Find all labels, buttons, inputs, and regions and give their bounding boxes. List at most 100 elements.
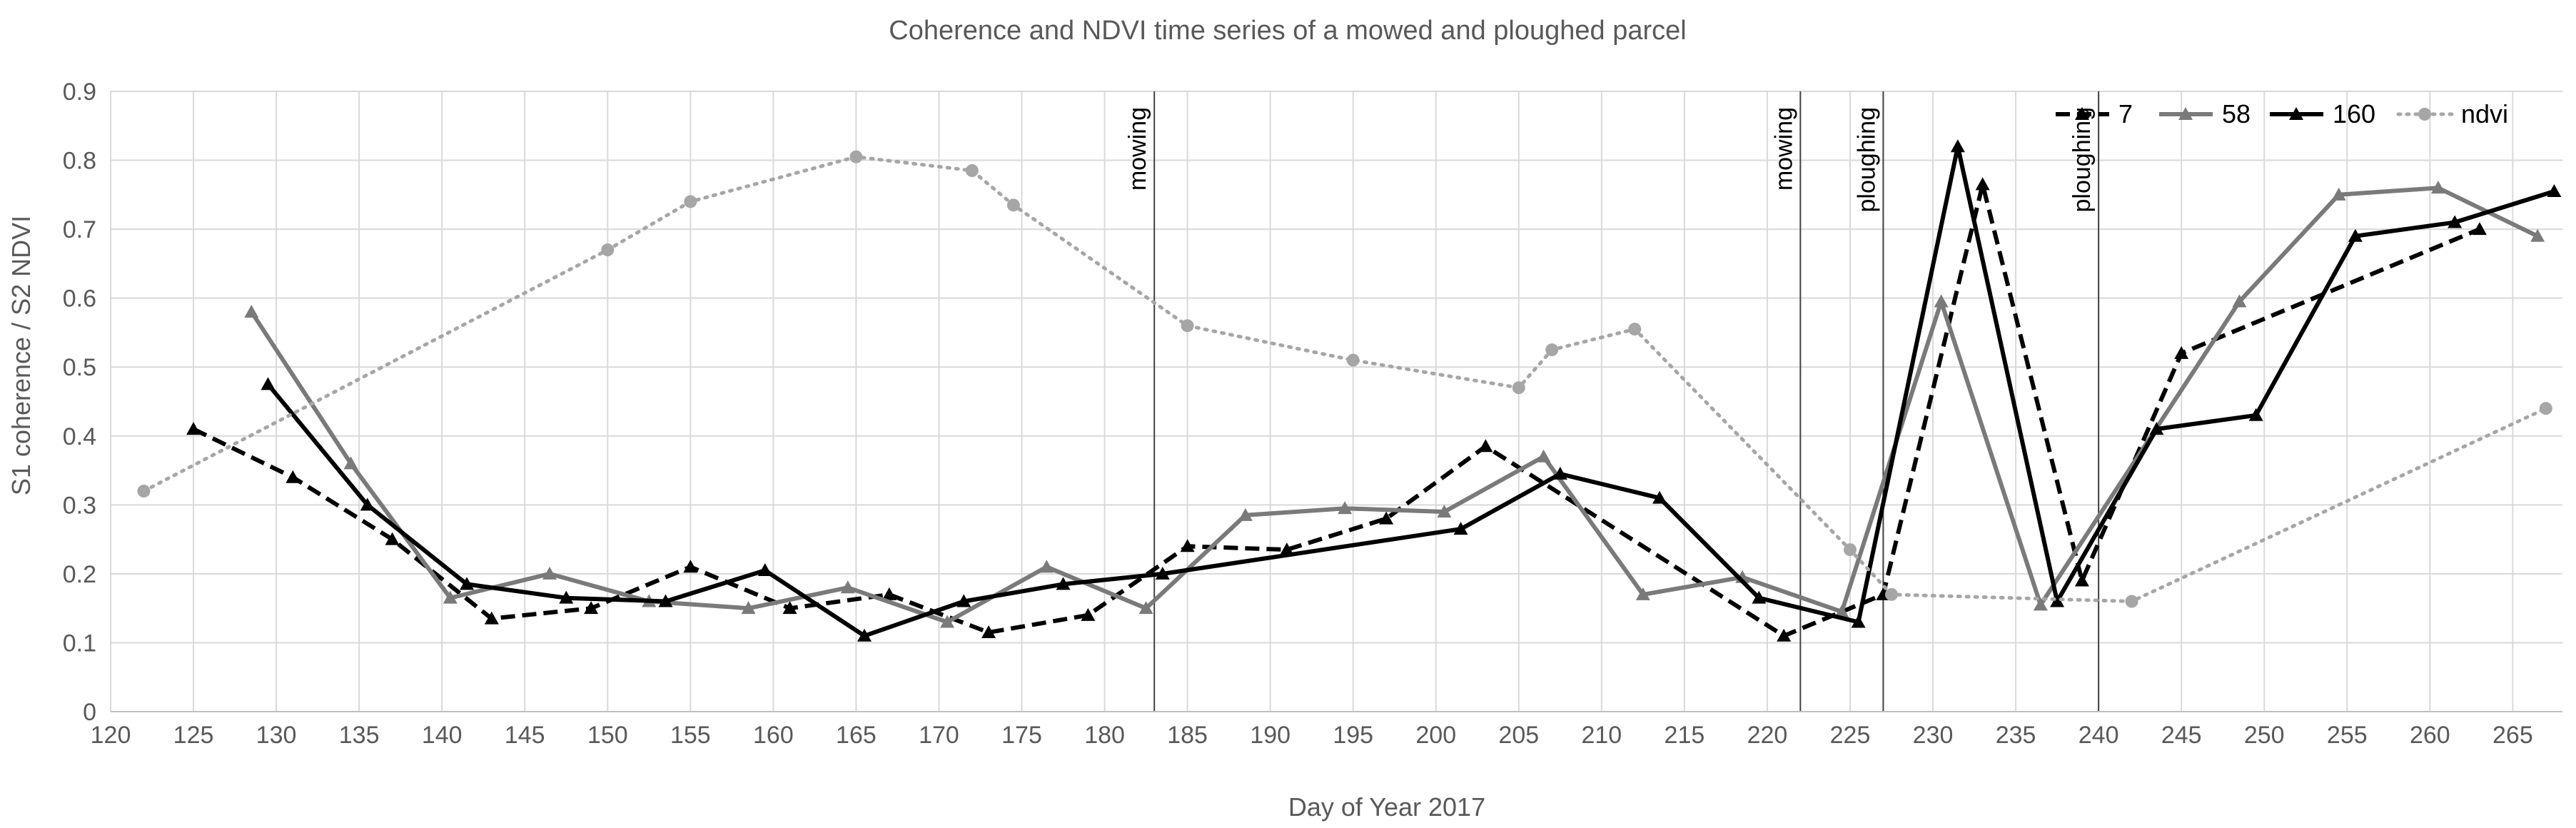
data-point-160 <box>1552 466 1567 480</box>
x-tick-label: 120 <box>91 722 131 749</box>
legend-label-58: 58 <box>2222 99 2251 128</box>
data-point-ndvi <box>1843 543 1857 557</box>
x-tick-label: 210 <box>1581 722 1622 749</box>
x-tick-label: 125 <box>173 722 214 749</box>
x-tick-label: 180 <box>1084 722 1125 749</box>
data-point-7 <box>1379 511 1394 525</box>
data-point-58 <box>343 456 358 470</box>
data-point-ndvi <box>1545 343 1559 357</box>
event-label-ploughing: ploughing <box>2069 107 2096 212</box>
data-point-ndvi <box>1346 353 1360 367</box>
data-point-58 <box>840 580 855 594</box>
data-point-160 <box>956 594 971 607</box>
data-point-160 <box>1056 577 1071 590</box>
data-point-7 <box>385 532 400 545</box>
event-label-mowing: mowing <box>1124 107 1151 191</box>
series-7 <box>186 177 2487 642</box>
legend-marker-ndvi <box>2418 108 2431 121</box>
data-point-7 <box>1279 542 1294 556</box>
data-point-58 <box>542 566 557 580</box>
x-tick-label: 195 <box>1333 722 1373 749</box>
data-point-7 <box>186 422 201 435</box>
y-tick-label: 0.1 <box>63 630 96 657</box>
data-point-160 <box>2050 594 2065 607</box>
legend-label-7: 7 <box>2118 99 2133 128</box>
x-tick-label: 265 <box>2492 722 2533 749</box>
data-point-ndvi <box>2539 402 2552 415</box>
x-tick-label: 260 <box>2410 722 2450 749</box>
y-tick-label: 0.8 <box>63 148 96 175</box>
data-point-58 <box>443 590 458 604</box>
data-point-ndvi <box>1512 381 1525 395</box>
x-tick-label: 140 <box>422 722 463 749</box>
data-point-58 <box>2232 294 2247 308</box>
legend-label-160: 160 <box>2333 99 2375 128</box>
data-point-7 <box>1081 607 1096 621</box>
data-point-58 <box>2033 597 2048 611</box>
data-point-7 <box>584 601 599 615</box>
x-tick-label: 190 <box>1250 722 1290 749</box>
x-tick-label: 150 <box>587 722 628 749</box>
data-point-ndvi <box>1885 587 1899 601</box>
series-58 <box>244 181 2545 628</box>
x-tick-label: 170 <box>919 722 959 749</box>
series-160 <box>261 139 2562 642</box>
data-point-58 <box>1437 504 1452 518</box>
data-point-160 <box>360 498 375 511</box>
data-point-58 <box>1039 560 1054 573</box>
y-tick-label: 0.9 <box>63 79 96 106</box>
data-point-58 <box>1635 587 1650 600</box>
data-point-160 <box>1652 490 1667 504</box>
data-point-160 <box>460 577 475 590</box>
series-line-7 <box>192 182 2481 638</box>
data-point-7 <box>484 611 499 625</box>
y-tick-label: 0 <box>83 699 96 726</box>
data-point-7 <box>882 587 896 600</box>
data-point-58 <box>1834 604 1849 617</box>
legend: 7 58 160 ndvi <box>2056 99 2508 128</box>
y-tick-label: 0.5 <box>63 354 96 381</box>
legend-item-7: 7 <box>2056 99 2133 128</box>
data-point-160 <box>559 590 574 604</box>
legend-item-ndvi: ndvi <box>2396 99 2508 128</box>
data-point-ndvi <box>1181 319 1194 333</box>
data-point-58 <box>2331 187 2346 201</box>
x-tick-label: 165 <box>836 722 877 749</box>
data-point-160 <box>1851 615 1866 628</box>
data-point-7 <box>2472 222 2487 236</box>
x-tick-label: 130 <box>256 722 297 749</box>
x-tick-label: 185 <box>1167 722 1208 749</box>
data-point-7 <box>683 560 698 573</box>
data-point-ndvi <box>1628 323 1642 336</box>
event-label-mowing: mowing <box>1770 107 1797 191</box>
data-point-ndvi <box>137 485 151 498</box>
data-point-7 <box>1777 628 1792 642</box>
data-point-160 <box>1752 590 1767 604</box>
x-tick-label: 215 <box>1665 722 1705 749</box>
data-point-58 <box>1338 501 1353 515</box>
data-point-ndvi <box>965 164 979 178</box>
grid <box>110 91 2562 712</box>
y-tick-label: 0.6 <box>63 286 96 313</box>
data-point-160 <box>757 563 772 577</box>
data-point-58 <box>940 615 955 628</box>
data-point-7 <box>2074 573 2089 587</box>
data-point-7 <box>1478 439 1493 453</box>
x-tick-label: 255 <box>2327 722 2368 749</box>
y-tick-label: 0.3 <box>63 492 96 519</box>
legend-label-ndvi: ndvi <box>2461 99 2508 128</box>
x-tick-label: 245 <box>2161 722 2202 749</box>
legend-item-160: 160 <box>2270 99 2375 128</box>
y-tick-label: 0.4 <box>63 423 96 450</box>
x-tick-label: 145 <box>505 722 545 749</box>
data-point-58 <box>2530 228 2545 242</box>
data-point-160 <box>2348 228 2363 242</box>
data-point-7 <box>981 625 996 638</box>
y-tick-label: 0.7 <box>63 216 96 243</box>
data-point-7 <box>1975 177 1990 191</box>
data-point-58 <box>1238 508 1253 521</box>
data-point-ndvi <box>1006 198 1020 212</box>
data-point-160 <box>2248 408 2263 421</box>
x-tick-label: 240 <box>2079 722 2119 749</box>
